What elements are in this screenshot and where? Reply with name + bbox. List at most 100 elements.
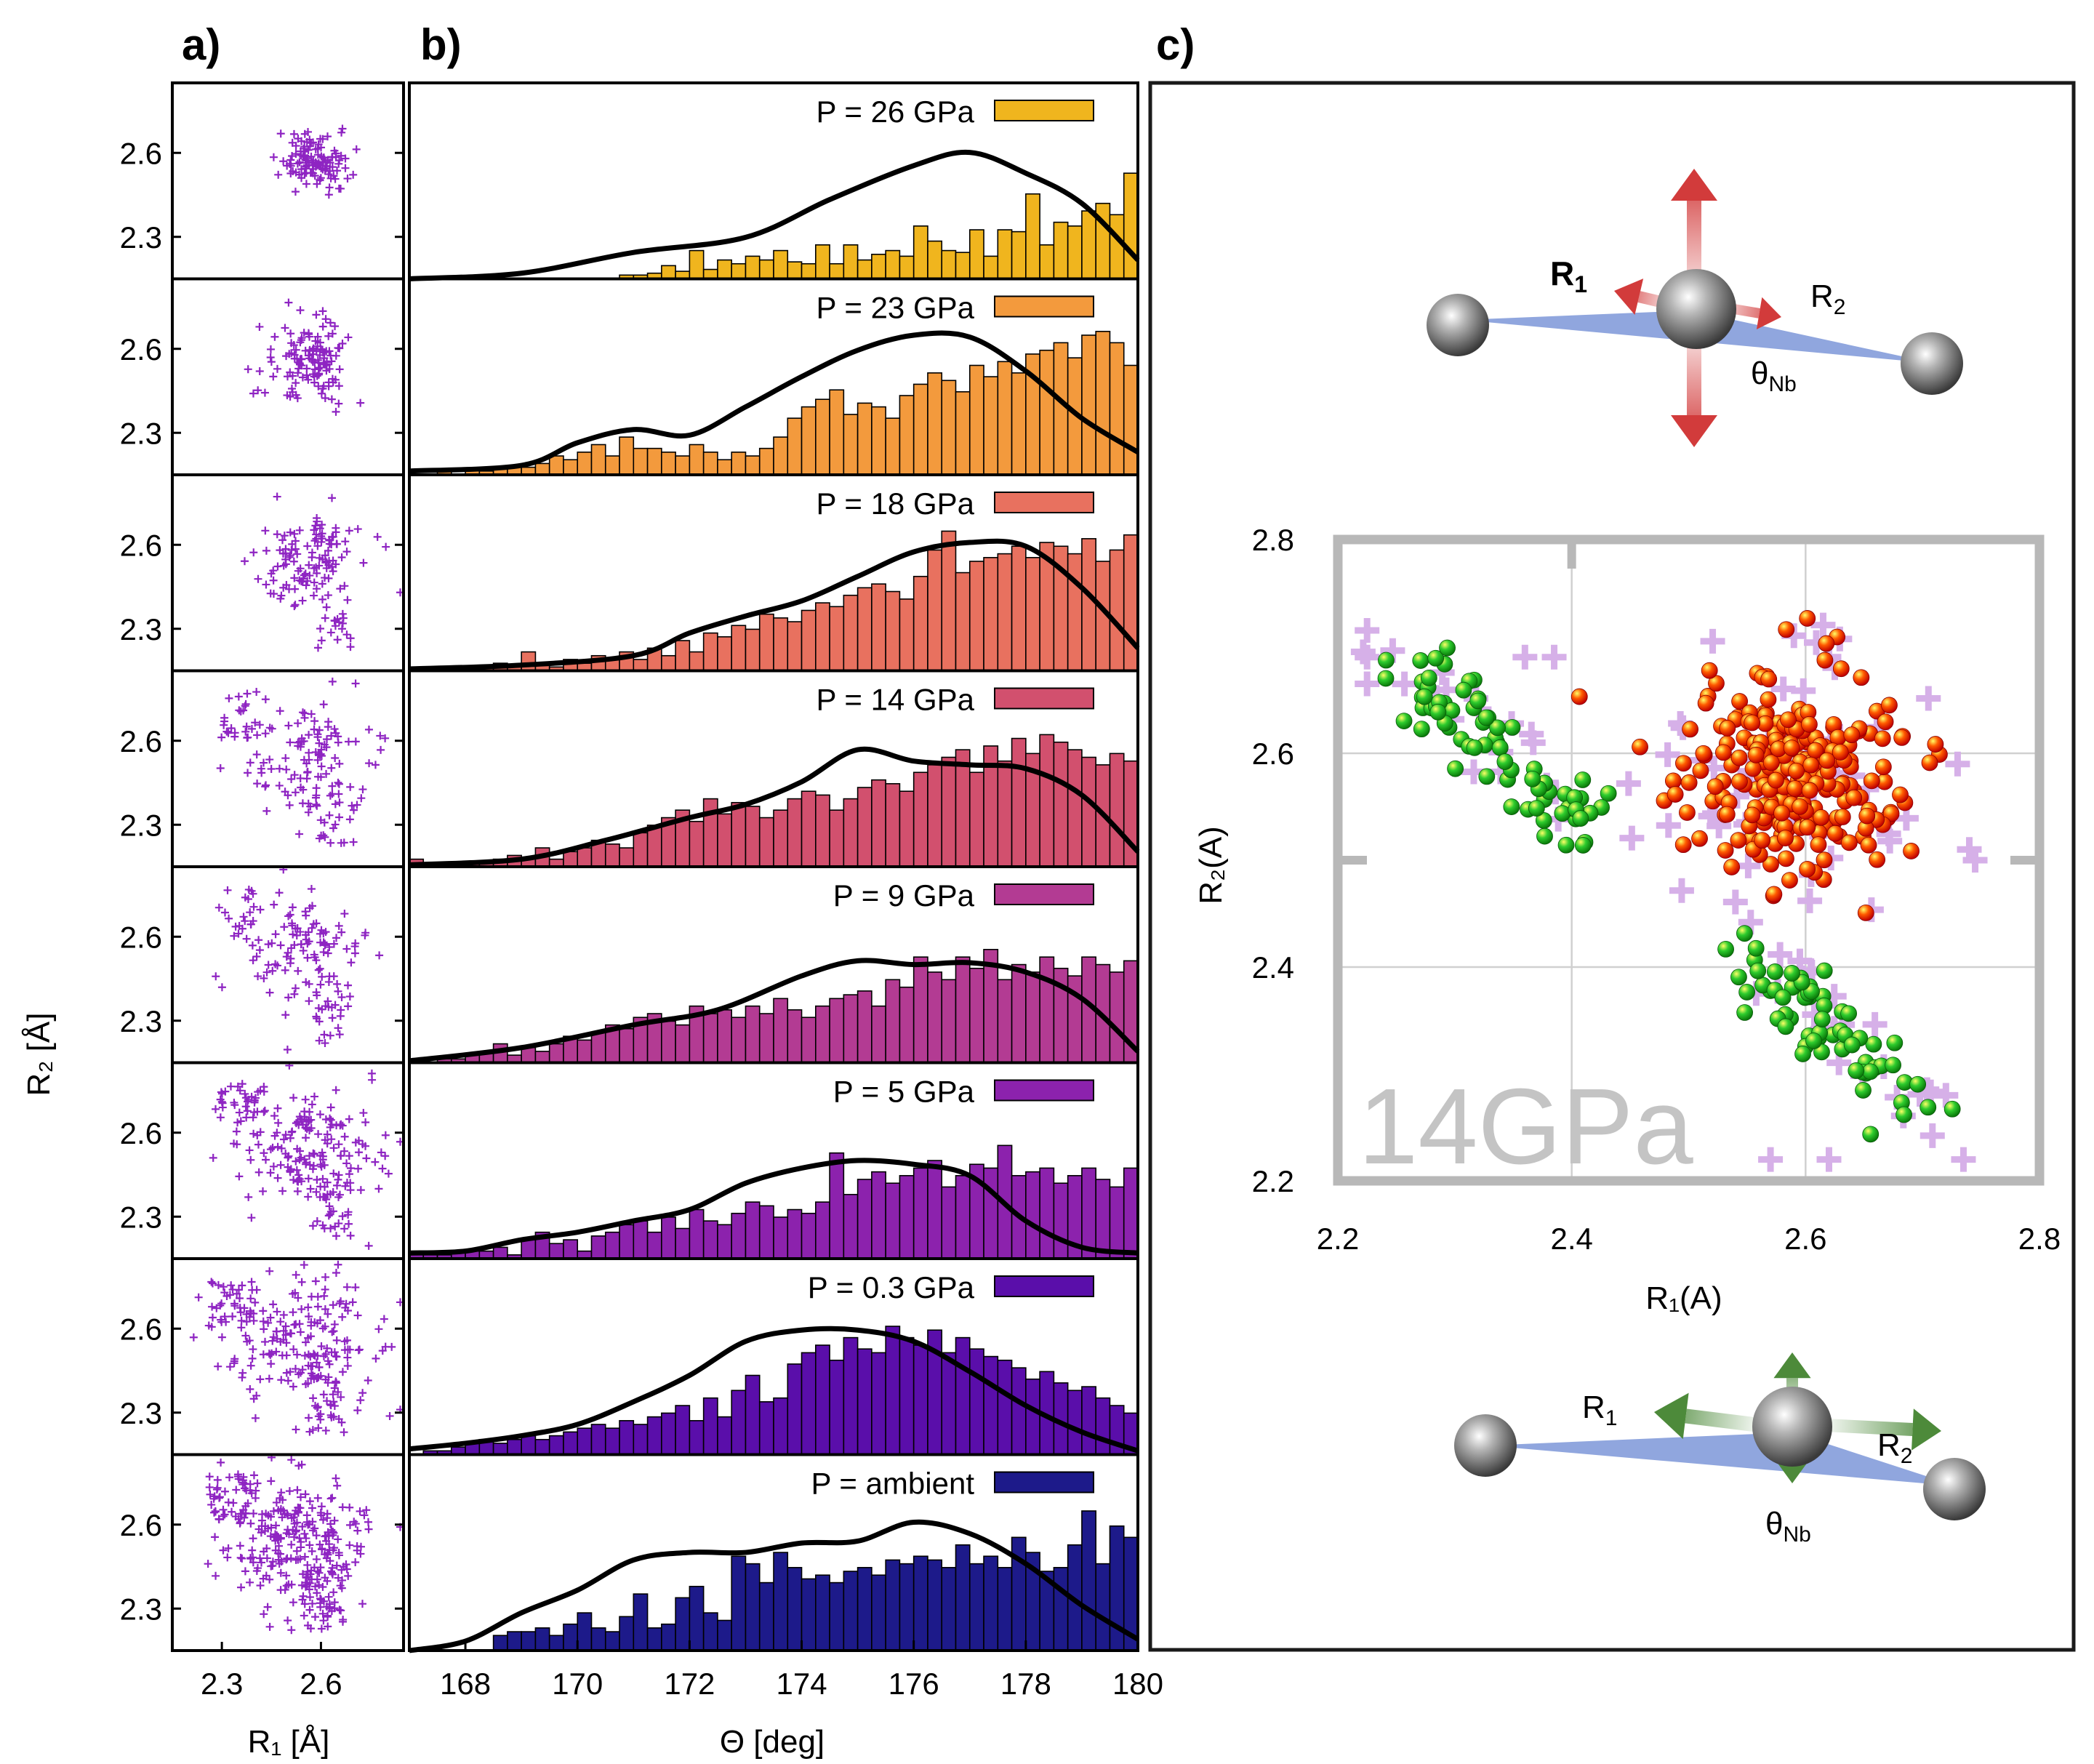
scatter-point bbox=[332, 1474, 340, 1483]
scatter-point bbox=[321, 1039, 329, 1048]
scatter-point bbox=[356, 1396, 365, 1405]
scatter-point bbox=[220, 1510, 229, 1519]
scatter-point bbox=[246, 920, 255, 929]
histogram-bar bbox=[717, 1416, 732, 1456]
scatter-sphere-green bbox=[1885, 1057, 1901, 1074]
scatter-sphere-green bbox=[1848, 1062, 1865, 1079]
scatter-point bbox=[302, 180, 310, 188]
scatter-point bbox=[302, 759, 311, 768]
histogram-bar bbox=[507, 1631, 522, 1651]
histogram-bar bbox=[758, 447, 774, 476]
scatter-point bbox=[269, 153, 278, 161]
scatter-point bbox=[241, 699, 250, 708]
scatter-point bbox=[269, 1333, 278, 1342]
y-tick-label: 2.3 bbox=[120, 1004, 162, 1038]
scatter-cross bbox=[1758, 1147, 1784, 1172]
histogram-bar bbox=[773, 249, 789, 280]
scatter-point bbox=[304, 1303, 313, 1312]
legend-label: P = ambient bbox=[811, 1467, 974, 1501]
scatter-point bbox=[282, 953, 291, 961]
scatter-sphere-red bbox=[1792, 798, 1808, 815]
scatter-point bbox=[270, 900, 278, 909]
scatter-sphere-red bbox=[1818, 752, 1836, 769]
scatter-point bbox=[284, 993, 293, 1002]
scatter-point bbox=[253, 779, 262, 788]
scatter-point bbox=[304, 1192, 313, 1201]
histogram-bar bbox=[857, 259, 872, 280]
scatter-point bbox=[305, 1312, 313, 1320]
scatter-point bbox=[204, 1560, 212, 1568]
scatter-point bbox=[305, 1107, 314, 1116]
histogram-bar bbox=[955, 252, 971, 280]
scatter-point bbox=[321, 394, 329, 403]
scatter-point bbox=[325, 183, 334, 192]
histogram-bar bbox=[912, 383, 928, 476]
scatter-point bbox=[313, 1175, 321, 1184]
scatter-point bbox=[279, 1310, 288, 1319]
scatter-point bbox=[343, 175, 352, 183]
scatter-sphere-green bbox=[1730, 969, 1747, 986]
x-tick-label: 176 bbox=[888, 1667, 939, 1701]
histogram-bar bbox=[997, 361, 1013, 476]
scatter-sphere-red bbox=[1927, 736, 1944, 753]
scatter-point bbox=[295, 359, 304, 368]
histogram-bar bbox=[689, 1208, 705, 1259]
histogram-bar bbox=[548, 455, 564, 476]
scatter-point bbox=[206, 1490, 214, 1499]
scatter-point bbox=[345, 1115, 353, 1123]
scatter-point bbox=[332, 149, 340, 158]
scatter-point bbox=[342, 1560, 350, 1568]
scatter-point bbox=[282, 1571, 291, 1580]
scatter-point bbox=[245, 1146, 254, 1155]
histogram-bar bbox=[801, 1212, 817, 1259]
scatter-point bbox=[218, 1103, 227, 1112]
scatter-point bbox=[318, 345, 327, 354]
scatter-point bbox=[321, 1272, 330, 1281]
scatter-point bbox=[312, 1531, 321, 1540]
scatter-sphere-red bbox=[1695, 745, 1712, 762]
scatter-point bbox=[321, 939, 329, 948]
histogram-bar bbox=[604, 1427, 620, 1456]
arrow-right-head bbox=[1756, 297, 1781, 329]
scatter-point bbox=[282, 1528, 291, 1537]
density-curve bbox=[409, 149, 1140, 281]
scatter-sphere-red bbox=[1843, 726, 1861, 744]
histogram-bar bbox=[829, 1581, 845, 1651]
scatter-sphere-red bbox=[1706, 778, 1724, 795]
scatter-point bbox=[291, 788, 300, 797]
scatter-point bbox=[312, 988, 321, 997]
scatter-sphere-green bbox=[1886, 1034, 1904, 1051]
scatter-point bbox=[345, 1219, 353, 1228]
scatter-sphere-green bbox=[1736, 925, 1753, 942]
scatter-point bbox=[308, 1526, 317, 1535]
histogram-bar bbox=[1011, 737, 1027, 867]
scatter-sphere-red bbox=[1818, 635, 1835, 652]
scatter-cross bbox=[1797, 888, 1823, 913]
scatter-point bbox=[260, 758, 268, 767]
scatter-point bbox=[318, 1583, 327, 1591]
scatter-point bbox=[351, 1558, 360, 1567]
scatter-point bbox=[234, 1475, 243, 1483]
arrow-down-head bbox=[1671, 415, 1717, 447]
scatter-point bbox=[216, 1113, 225, 1122]
scatter-sphere-red bbox=[1717, 842, 1734, 859]
scatter-point bbox=[328, 494, 337, 502]
scatter-point bbox=[310, 1613, 319, 1621]
scatter-point bbox=[284, 721, 293, 730]
subplot-frame bbox=[171, 1453, 405, 1652]
scatter-point bbox=[364, 725, 373, 734]
histogram-bar bbox=[912, 1167, 928, 1259]
scatter-point bbox=[360, 1511, 369, 1520]
scatter-point bbox=[224, 1498, 233, 1507]
scatter-point bbox=[316, 751, 324, 760]
histogram-bar bbox=[563, 1239, 579, 1259]
scatter-point bbox=[223, 1553, 232, 1562]
legend-swatch bbox=[994, 295, 1094, 318]
histogram-bar bbox=[997, 979, 1013, 1064]
histogram-bar bbox=[899, 1336, 915, 1456]
diagram-bottom-theta-label: θNb bbox=[1765, 1506, 1811, 1547]
scatter-point bbox=[334, 1551, 343, 1560]
scatter-point bbox=[254, 574, 262, 583]
scatter-point bbox=[276, 129, 285, 138]
scatter-point bbox=[284, 912, 293, 921]
